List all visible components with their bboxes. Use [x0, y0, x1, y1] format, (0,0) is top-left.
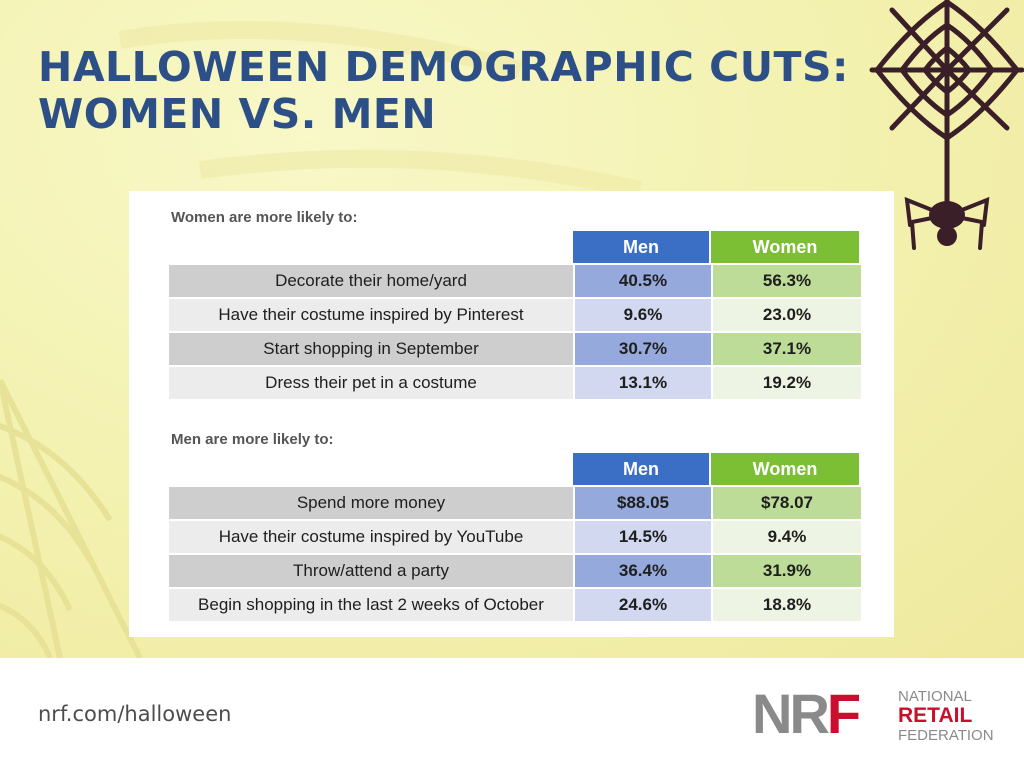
men-value: 36.4% [575, 555, 711, 587]
men-value: $88.05 [575, 487, 711, 519]
table-row: Dress their pet in a costume 13.1% 19.2% [169, 367, 861, 399]
nrf-logo: NRF NATIONAL RETAIL FEDERATION [752, 682, 994, 745]
men-value: 13.1% [575, 367, 711, 399]
row-label: Have their costume inspired by Pinterest [169, 299, 573, 331]
women-value: 18.8% [713, 589, 861, 621]
women-value: 31.9% [713, 555, 861, 587]
table-row: Throw/attend a party 36.4% 31.9% [169, 555, 861, 587]
table-row: Have their costume inspired by YouTube 1… [169, 521, 861, 553]
men-column-header: Men [573, 453, 709, 485]
women-value: 56.3% [713, 265, 861, 297]
row-label: Decorate their home/yard [169, 265, 573, 297]
nrf-logo-mark: NRF [752, 682, 861, 745]
men-value: 14.5% [575, 521, 711, 553]
comparison-card: Women are more likely to: Men Women Deco… [129, 191, 894, 637]
row-label: Throw/attend a party [169, 555, 573, 587]
men-more-likely-table: Men Women Spend more money $88.05 $78.07… [169, 453, 861, 621]
men-value: 9.6% [575, 299, 711, 331]
spider-web-icon [869, 0, 1024, 250]
women-section-heading: Women are more likely to: [171, 209, 358, 226]
background-web-pattern [0, 21, 642, 658]
logo-line-federation: FEDERATION [898, 727, 994, 744]
men-column-header: Men [573, 231, 709, 263]
table-row: Spend more money $88.05 $78.07 [169, 487, 861, 519]
logo-line-national: NATIONAL [898, 688, 972, 705]
row-label: Dress their pet in a costume [169, 367, 573, 399]
men-value: 24.6% [575, 589, 711, 621]
table-row: Decorate their home/yard 40.5% 56.3% [169, 265, 861, 297]
table-row: Begin shopping in the last 2 weeks of Oc… [169, 589, 861, 621]
title-line-2: WOMEN VS. MEN [38, 90, 437, 138]
women-value: 23.0% [713, 299, 861, 331]
row-label: Start shopping in September [169, 333, 573, 365]
nrf-logo-text: NATIONAL RETAIL FEDERATION [898, 688, 994, 744]
row-label: Spend more money [169, 487, 573, 519]
table-row: Have their costume inspired by Pinterest… [169, 299, 861, 331]
women-value: 19.2% [713, 367, 861, 399]
men-value: 30.7% [575, 333, 711, 365]
women-value: $78.07 [713, 487, 861, 519]
table-header-row: Men Women [169, 453, 861, 485]
men-value: 40.5% [575, 265, 711, 297]
women-value: 9.4% [713, 521, 861, 553]
page-title: HALLOWEEN DEMOGRAPHIC CUTS: WOMEN VS. ME… [38, 44, 858, 138]
women-more-likely-table: Men Women Decorate their home/yard 40.5%… [169, 231, 861, 399]
women-value: 37.1% [713, 333, 861, 365]
men-section-heading: Men are more likely to: [171, 431, 334, 448]
row-label: Have their costume inspired by YouTube [169, 521, 573, 553]
women-column-header: Women [711, 231, 859, 263]
logo-line-retail: RETAIL [898, 704, 973, 727]
women-column-header: Women [711, 453, 859, 485]
table-row: Start shopping in September 30.7% 37.1% [169, 333, 861, 365]
footer-url: nrf.com/halloween [38, 702, 232, 726]
title-line-1: HALLOWEEN DEMOGRAPHIC CUTS: [38, 43, 849, 91]
row-label: Begin shopping in the last 2 weeks of Oc… [169, 589, 573, 621]
table-header-row: Men Women [169, 231, 861, 263]
